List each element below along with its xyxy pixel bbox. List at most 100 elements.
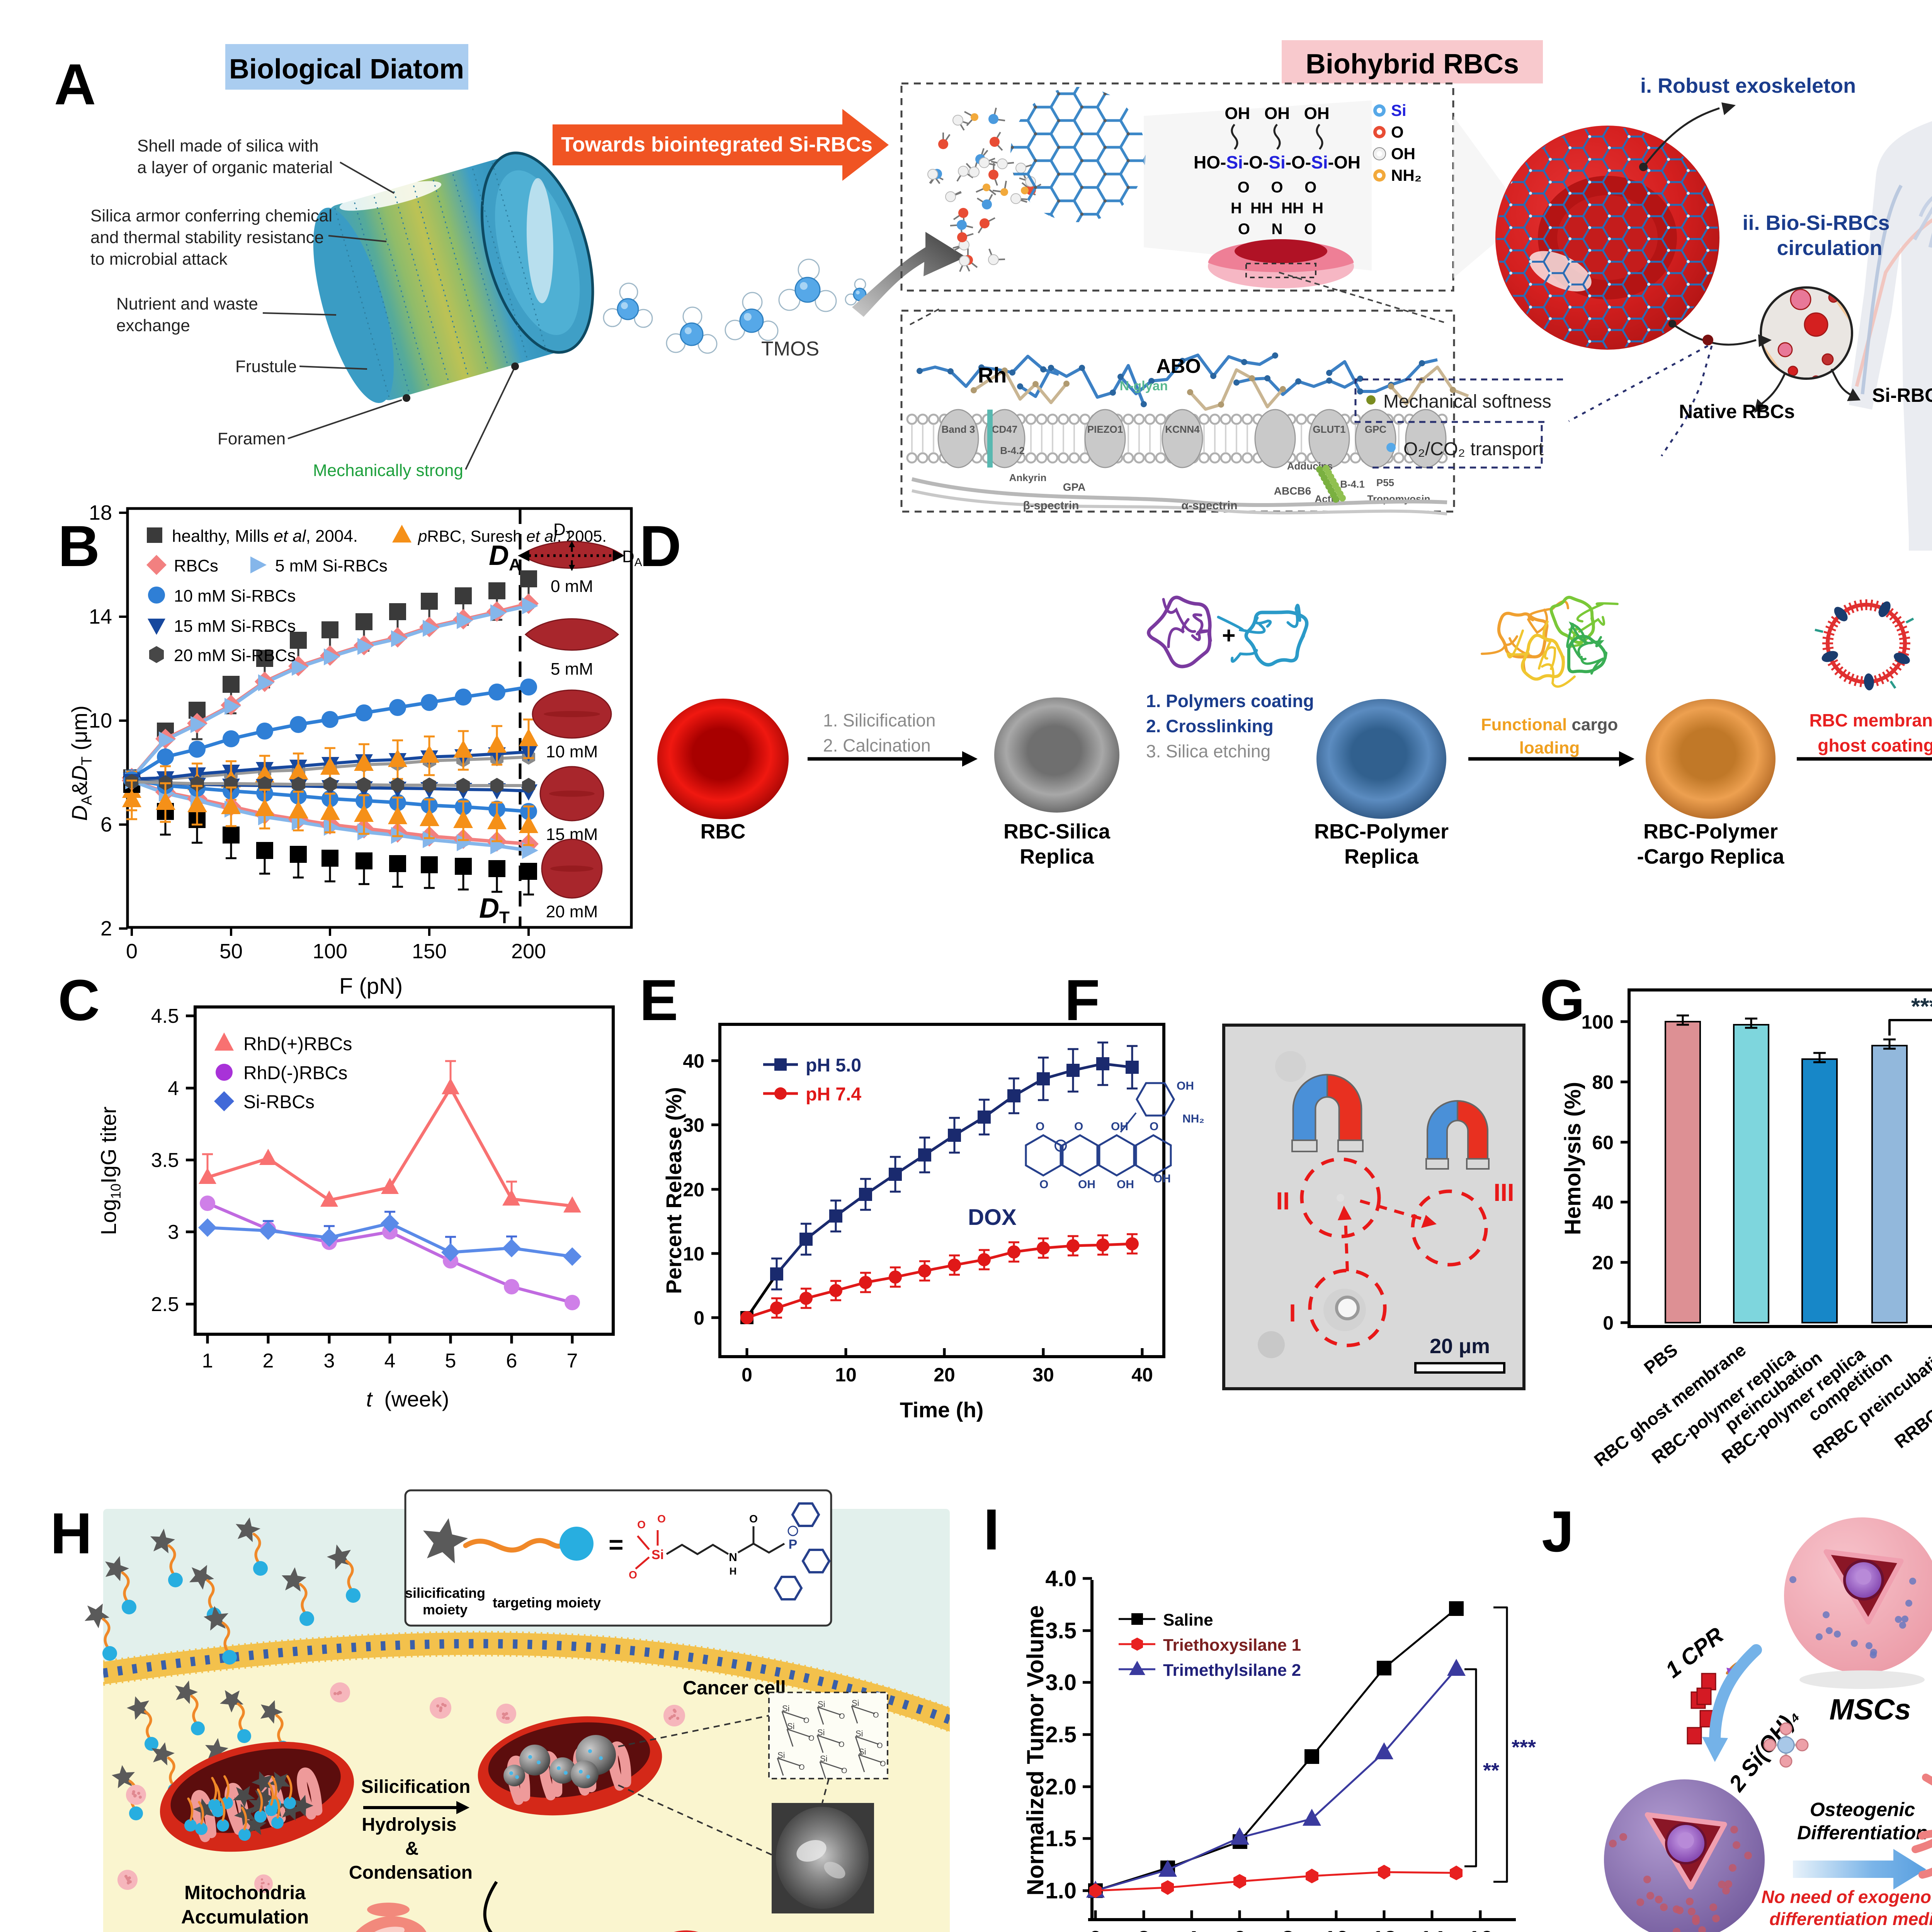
svg-text:10: 10 — [683, 1243, 704, 1265]
svg-text:0: 0 — [1603, 1312, 1614, 1334]
svg-text:O: O — [1039, 1178, 1048, 1191]
svg-text:20: 20 — [934, 1364, 955, 1386]
svg-text:α-spectrin: α-spectrin — [1181, 499, 1237, 512]
svg-text:Hemolysis (%): Hemolysis (%) — [1560, 1082, 1585, 1235]
svg-text:0: 0 — [1089, 1927, 1102, 1932]
svg-text:Percent Release (%): Percent Release (%) — [662, 1087, 686, 1294]
svg-text:Si-RBCs: Si-RBCs — [1872, 384, 1932, 406]
svg-text:Si: Si — [782, 1704, 790, 1713]
svg-text:Silicification: Silicification — [361, 1777, 471, 1797]
svg-text:6: 6 — [1233, 1927, 1246, 1932]
svg-text:N: N — [729, 1551, 737, 1564]
svg-text:O: O — [841, 1767, 847, 1775]
svg-text:30: 30 — [1032, 1364, 1054, 1386]
svg-text:15 mM Si-RBCs: 15 mM Si-RBCs — [174, 617, 296, 636]
svg-text:circulation: circulation — [1777, 236, 1882, 260]
svg-text:O: O — [880, 1760, 886, 1768]
svg-text:No need of exogenous: No need of exogenous — [1761, 1887, 1932, 1907]
svg-text:***: *** — [1911, 993, 1932, 1019]
svg-text:Native RBCs: Native RBCs — [1679, 401, 1795, 422]
svg-text:a layer of organic material: a layer of organic material — [137, 158, 333, 177]
svg-text:O: O — [1150, 1120, 1158, 1133]
svg-text:**: ** — [1483, 1759, 1499, 1782]
svg-text:C: C — [58, 968, 100, 1032]
svg-text:O: O — [808, 1734, 815, 1743]
svg-text:RBC-Silica: RBC-Silica — [1003, 820, 1111, 843]
svg-text:Mechanically strong: Mechanically strong — [313, 461, 463, 480]
svg-text:1. Silicification: 1. Silicification — [823, 710, 935, 730]
svg-text:20 mM: 20 mM — [546, 902, 598, 921]
svg-text:1. Polymers coating: 1. Polymers coating — [1146, 691, 1314, 711]
svg-text:Si: Si — [820, 1754, 828, 1764]
svg-text:Differentiation: Differentiation — [1797, 1822, 1928, 1844]
svg-text:&: & — [405, 1838, 419, 1859]
svg-text:200: 200 — [511, 940, 546, 963]
svg-text:ABCB6: ABCB6 — [1274, 485, 1311, 497]
svg-text:Nutrient and waste: Nutrient and waste — [116, 294, 258, 313]
svg-text:RhD(-)RBCs: RhD(-)RBCs — [243, 1063, 347, 1083]
svg-text:+: + — [1222, 622, 1235, 648]
svg-text:Frustule: Frustule — [235, 357, 297, 376]
svg-text:3.5: 3.5 — [1045, 1618, 1077, 1643]
svg-text:P55: P55 — [1376, 477, 1394, 488]
svg-text:Si: Si — [859, 1747, 866, 1757]
svg-text:DT: DT — [479, 893, 510, 927]
svg-text:40: 40 — [1592, 1192, 1614, 1213]
svg-text:moiety: moiety — [423, 1602, 468, 1617]
svg-text:E: E — [639, 968, 678, 1032]
svg-text:ABO: ABO — [1156, 355, 1201, 378]
svg-text:5: 5 — [445, 1350, 456, 1372]
svg-text:4: 4 — [384, 1350, 396, 1372]
svg-text:2: 2 — [263, 1350, 274, 1372]
svg-text:***: *** — [1512, 1736, 1536, 1759]
svg-text:OH: OH — [1153, 1172, 1171, 1185]
svg-text:20 μm: 20 μm — [1430, 1335, 1490, 1358]
svg-text:O: O — [749, 1513, 758, 1525]
svg-text:=: = — [609, 1530, 624, 1559]
svg-text:4.5: 4.5 — [151, 1005, 179, 1027]
svg-text:Normalized Tumor Volume: Normalized Tumor Volume — [1022, 1605, 1048, 1895]
svg-text:and thermal stability resistan: and thermal stability resistance — [90, 228, 324, 247]
svg-text:60: 60 — [1592, 1132, 1614, 1153]
svg-text:O: O — [803, 1716, 810, 1725]
svg-text:1.0: 1.0 — [1045, 1878, 1077, 1903]
svg-text:Condensation: Condensation — [349, 1862, 473, 1883]
svg-text:RBC-Polymer: RBC-Polymer — [1643, 820, 1778, 843]
svg-text:RBC: RBC — [701, 820, 746, 843]
svg-text:0 mM: 0 mM — [551, 577, 593, 596]
svg-text:B-4.1: B-4.1 — [1340, 478, 1365, 490]
svg-text:14: 14 — [89, 605, 112, 628]
svg-text:Si: Si — [852, 1698, 859, 1708]
svg-text:pH 5.0: pH 5.0 — [806, 1055, 861, 1076]
svg-text:30: 30 — [683, 1114, 704, 1136]
svg-text:0: 0 — [742, 1364, 752, 1386]
svg-text:3: 3 — [168, 1221, 179, 1243]
svg-text:F (pN): F (pN) — [339, 974, 403, 999]
svg-text:H HH HH H: H HH HH H — [1231, 200, 1323, 217]
svg-text:Ankyrin: Ankyrin — [1009, 472, 1047, 483]
svg-text:O: O — [1036, 1120, 1044, 1133]
svg-text:DA: DA — [489, 540, 521, 574]
svg-text:2. Calcination: 2. Calcination — [823, 735, 931, 755]
svg-text:III: III — [1493, 1179, 1514, 1206]
svg-text:3.0: 3.0 — [1045, 1670, 1077, 1695]
svg-text:Rh: Rh — [978, 363, 1007, 387]
svg-text:OH: OH — [1391, 145, 1415, 163]
svg-text:O: O — [1074, 1120, 1083, 1133]
svg-text:OH: OH — [1111, 1120, 1128, 1133]
svg-text:Silica armor conferring chemic: Silica armor conferring chemical — [90, 206, 332, 225]
svg-text:O N O: O N O — [1238, 221, 1316, 238]
svg-text:to microbial attack: to microbial attack — [90, 250, 228, 269]
svg-text:20 mM Si-RBCs: 20 mM Si-RBCs — [174, 646, 296, 665]
svg-text:Saline: Saline — [1163, 1611, 1213, 1629]
svg-text:1: 1 — [202, 1350, 213, 1372]
svg-text:Foramen: Foramen — [218, 429, 286, 448]
svg-text:G: G — [1540, 968, 1585, 1032]
svg-text:A: A — [54, 52, 96, 117]
svg-text:Si: Si — [817, 1728, 825, 1737]
svg-text:B: B — [58, 514, 100, 578]
svg-text:RBC membrane: RBC membrane — [1809, 710, 1932, 730]
svg-text:ii. Bio-Si-RBCs: ii. Bio-Si-RBCs — [1742, 211, 1889, 235]
svg-text:DA&DT (μm): DA&DT (μm) — [67, 706, 95, 821]
svg-text:4.0: 4.0 — [1045, 1566, 1077, 1591]
